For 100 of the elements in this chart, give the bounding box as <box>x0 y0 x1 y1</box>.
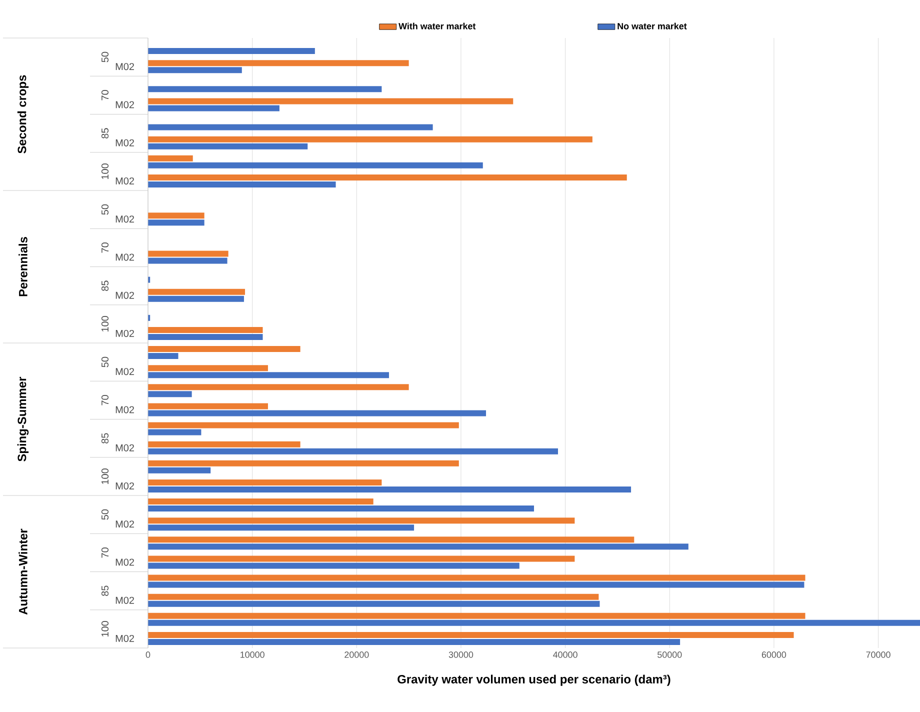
bar <box>148 632 794 638</box>
y-tick-label: M02 <box>116 634 134 642</box>
bar <box>148 612 806 619</box>
y-tick-label: M02 <box>116 292 134 299</box>
text: 100 <box>101 164 109 179</box>
text: 85 <box>101 280 109 291</box>
text: 70 <box>101 395 109 406</box>
bar <box>148 574 806 581</box>
bar <box>148 422 459 428</box>
bar <box>148 410 486 416</box>
y-tick-label: M02 <box>116 216 134 223</box>
y-tick-label: M02 <box>116 139 134 146</box>
bar <box>148 384 409 390</box>
bar <box>148 67 242 74</box>
text: 85 <box>101 586 109 596</box>
x-tick-label: 20000 <box>344 652 369 658</box>
x-tick-label: 70000 <box>866 652 890 658</box>
bar <box>148 460 459 466</box>
text: Autumn-Winter <box>18 528 28 615</box>
bar <box>148 174 627 180</box>
x-tick-label: 50000 <box>658 652 682 658</box>
bar <box>148 136 592 142</box>
bar <box>148 479 382 486</box>
bar <box>148 448 558 454</box>
bar <box>148 220 204 226</box>
bar <box>148 391 192 398</box>
text: Sping-Summer <box>17 376 29 462</box>
y-tick-label: M02 <box>116 596 134 604</box>
bar <box>148 250 228 257</box>
bar <box>148 486 632 492</box>
bar <box>148 143 308 150</box>
text: 70 <box>101 242 109 253</box>
text: 70 <box>101 90 109 100</box>
x-axis-title: Gravity water volumen used per scenario (dam³) <box>398 674 670 686</box>
text: 100 <box>101 316 109 332</box>
y-tick-label: M02 <box>116 101 134 108</box>
legend-label: No water market <box>618 22 687 30</box>
text: 100 <box>101 468 109 484</box>
bar <box>148 60 409 66</box>
bar <box>148 346 300 352</box>
bar <box>148 372 389 378</box>
bar <box>148 556 575 562</box>
bar <box>148 212 204 219</box>
y-tick-label: M02 <box>116 406 134 414</box>
bar <box>148 124 433 130</box>
x-tick-label: 30000 <box>448 652 474 658</box>
bar <box>148 181 336 188</box>
bar <box>148 86 382 92</box>
bar <box>148 353 178 360</box>
text: 50 <box>101 356 109 368</box>
bar <box>148 498 374 505</box>
bar <box>148 296 244 302</box>
bar <box>148 544 688 550</box>
bar <box>148 162 483 168</box>
bar <box>148 518 575 524</box>
y-tick-label: M02 <box>116 254 134 261</box>
bar <box>148 562 520 569</box>
y-tick-label: M02 <box>116 520 134 528</box>
bar <box>148 429 202 436</box>
bar <box>148 594 599 600</box>
bar <box>148 467 211 474</box>
bar <box>148 536 634 543</box>
bar <box>148 105 280 112</box>
text: 50 <box>101 204 109 215</box>
y-tick-label: M02 <box>116 330 134 337</box>
text: Second crops <box>17 75 29 154</box>
y-tick-label: M02 <box>116 558 134 566</box>
bar <box>148 403 268 410</box>
x-tick-label: 0 <box>146 652 150 658</box>
text: 70 <box>101 548 109 558</box>
text: 85 <box>101 128 109 138</box>
bar <box>148 582 804 588</box>
bar <box>148 638 680 645</box>
x-tick-label: 60000 <box>762 652 786 658</box>
x-tick-label: 10000 <box>240 652 264 658</box>
y-tick-label: M02 <box>116 482 134 490</box>
y-tick-label: M02 <box>116 444 134 452</box>
bar <box>148 326 263 333</box>
y-tick-label: M02 <box>116 368 134 376</box>
bar <box>148 441 300 448</box>
y-tick-label: M02 <box>116 63 134 70</box>
text: 50 <box>101 509 109 520</box>
text: 50 <box>101 52 109 62</box>
bar <box>148 48 315 54</box>
bar <box>148 524 414 531</box>
bar <box>148 600 600 607</box>
x-tick-label: 40000 <box>553 652 578 658</box>
bar <box>148 365 268 372</box>
text: 100 <box>101 621 109 636</box>
bar <box>148 98 514 104</box>
bar <box>148 155 193 162</box>
text: 85 <box>101 433 109 444</box>
bar <box>148 334 263 340</box>
bar <box>148 620 920 626</box>
bar <box>148 288 246 295</box>
bar <box>148 258 228 264</box>
legend-label: With water market <box>398 22 476 30</box>
y-tick-label: M02 <box>116 177 134 184</box>
bar <box>148 506 534 512</box>
text: Perennials <box>18 237 28 296</box>
